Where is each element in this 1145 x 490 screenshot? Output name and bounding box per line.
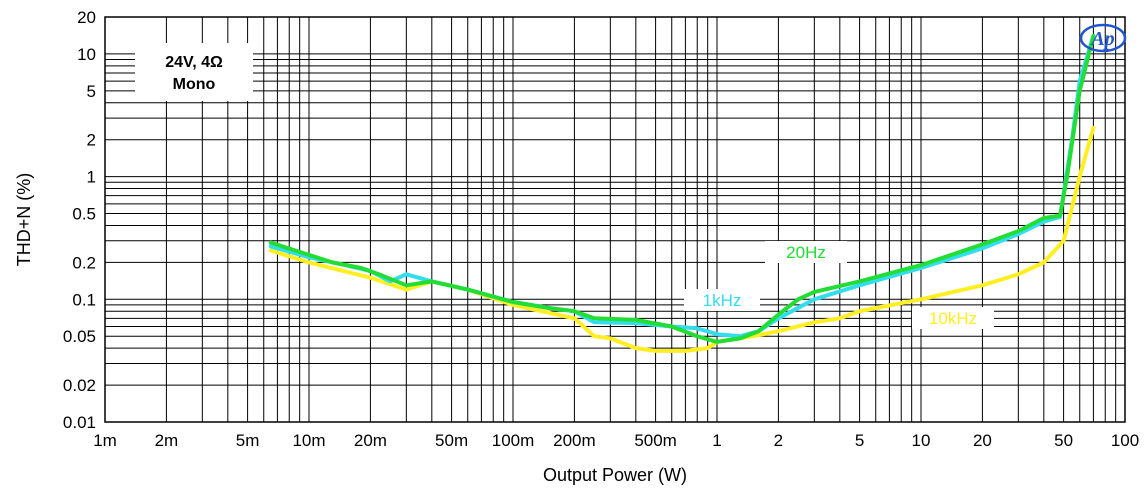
condition-mode: Mono	[173, 76, 216, 93]
series-layer	[268, 34, 1096, 353]
x-tick-label: 100m	[492, 431, 535, 450]
y-tick-label: 0.5	[72, 205, 96, 224]
y-tick-label: 20	[77, 8, 96, 27]
series-label-10kHz: 10kHz	[929, 309, 977, 328]
y-tick-label: 10	[77, 45, 96, 64]
x-tick-label: 5m	[236, 431, 260, 450]
x-tick-label: 500m	[634, 431, 677, 450]
y-tick-label: 1	[87, 168, 96, 187]
x-tick-label: 20m	[354, 431, 387, 450]
y-tick-label: 0.01	[63, 413, 96, 432]
ap-logo-ring	[1079, 23, 1127, 53]
x-tick-label: 100	[1111, 431, 1139, 450]
x-tick-label: 10	[912, 431, 931, 450]
grid-lines	[104, 16, 1125, 423]
x-tick-label: 2m	[155, 431, 179, 450]
x-tick-label: 200m	[553, 431, 596, 450]
x-tick-label: 2	[774, 431, 783, 450]
x-tick-label: 1	[712, 431, 721, 450]
y-tick-labels: 0.01 0.02 0.05 0.1 0.2 0.5 1 2 5 10 20	[63, 8, 96, 432]
x-tick-label: 5	[855, 431, 864, 450]
ap-logo: Ap	[1079, 23, 1127, 53]
x-tick-label: 20	[973, 431, 992, 450]
series-labels: 1kHz 20Hz 10kHz	[684, 241, 994, 329]
series-label-bg	[684, 289, 760, 311]
x-tick-label: 1m	[93, 431, 117, 450]
y-tick-label: 5	[87, 82, 96, 101]
ap-logo-text: Ap	[1089, 28, 1114, 50]
x-tick-labels: 1m 2m 5m 10m 20m 50m 100m 200m 500m 1 2 5 10 20 50 100	[93, 431, 1139, 450]
y-tick-label: 0.02	[63, 376, 96, 395]
y-tick-label: 0.05	[63, 327, 96, 346]
x-axis-title: Output Power (W)	[543, 465, 687, 485]
x-tick-label: 10m	[292, 431, 325, 450]
condition-box	[135, 43, 253, 101]
series-label-20Hz: 20Hz	[786, 243, 826, 262]
y-tick-label: 0.2	[72, 253, 96, 272]
series-line-20Hz	[268, 34, 1096, 344]
series-label-1kHz: 1kHz	[703, 291, 742, 310]
series-line-1kHz	[268, 34, 1096, 339]
y-tick-label: 0.1	[72, 290, 96, 309]
series-label-bg	[765, 241, 847, 263]
x-tick-label: 50	[1054, 431, 1073, 450]
y-axis-title: THD+N (%)	[14, 173, 34, 267]
y-tick-label: 2	[87, 131, 96, 150]
condition-voltage-load: 24V, 4Ω	[165, 54, 223, 71]
plot-frame	[104, 16, 1126, 423]
series-label-bg	[912, 307, 994, 329]
x-tick-label: 50m	[435, 431, 468, 450]
